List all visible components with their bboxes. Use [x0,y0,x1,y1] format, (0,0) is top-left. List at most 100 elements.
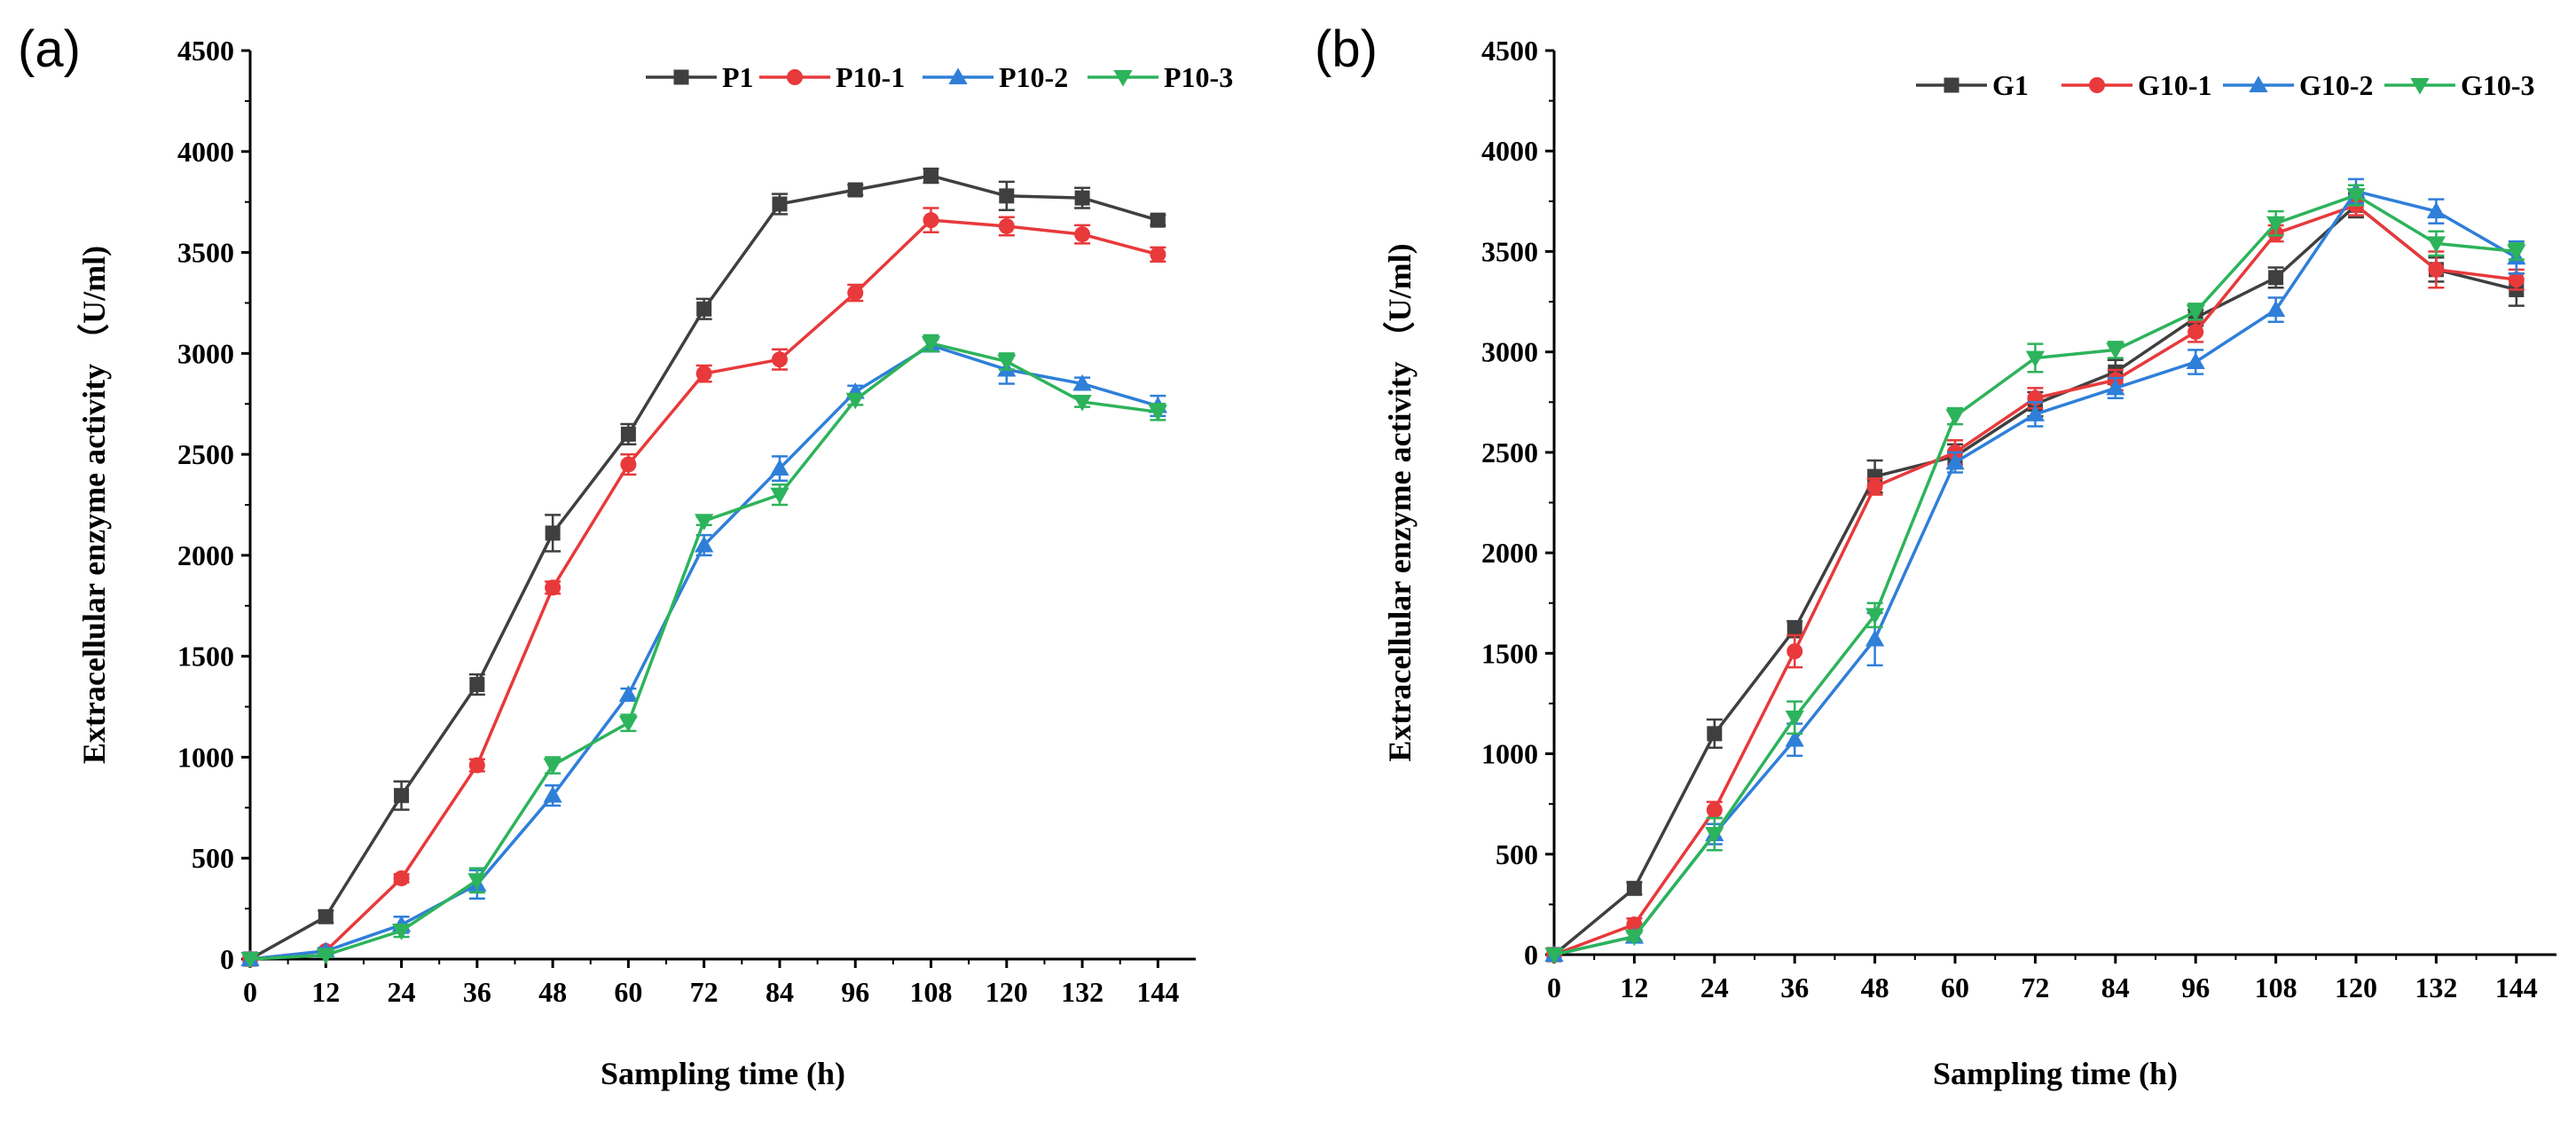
data-point [923,168,939,184]
legend-label: P10-2 [999,61,1068,93]
data-point [772,196,788,212]
data-point [1072,394,1092,412]
data-point [1785,730,1804,747]
data-point [1865,629,1885,647]
x-tick-label: 84 [2101,972,2130,1003]
y-tick-label: 500 [192,842,234,874]
data-point [998,217,1015,234]
data-point [543,758,562,775]
x-tick-label: 132 [2415,972,2457,1003]
data-point [545,525,561,541]
data-point [999,188,1015,204]
data-point [2268,270,2284,286]
x-tick-label: 24 [388,976,416,1008]
x-tick-label: 108 [2255,972,2297,1003]
x-tick-label: 72 [690,976,719,1008]
y-axis-title: Extracellular enzyme activity （U/ml) [1382,243,1418,761]
series-line [1553,193,2517,956]
series-line [249,218,1158,961]
legend-marker [2089,77,2105,93]
x-tick-label: 48 [1861,972,1889,1003]
y-tick-label: 3000 [1481,336,1538,368]
data-point [1624,929,1645,947]
x-tick-label: 72 [2021,972,2049,1003]
data-point [923,212,939,229]
y-tick-label: 4000 [177,136,234,168]
series-G1 [1546,192,2525,963]
data-point [618,715,639,733]
legend-marker [2249,75,2268,92]
data-point [393,869,410,886]
data-point [543,786,562,803]
data-point [847,182,863,198]
data-point [2426,201,2446,219]
y-tick-label: 2500 [177,438,234,470]
data-point [1544,948,1564,964]
x-tick-label: 144 [2495,972,2538,1003]
series-line [249,342,1158,961]
data-point [1150,246,1166,263]
y-tick-label: 4500 [177,35,234,67]
x-tick-label: 24 [1700,972,1729,1003]
panel-label: (b) [1315,20,1378,78]
legend-label: G10-2 [2299,69,2374,101]
legend-marker [1113,70,1133,87]
y-tick-label: 2500 [1481,437,1538,468]
data-point [316,948,335,965]
legend-marker [673,69,689,85]
series-line [1553,189,2517,956]
x-tick-label: 132 [1061,976,1103,1008]
y-tick-label: 2000 [177,539,234,571]
data-point [1150,212,1166,228]
x-axis-title: Sampling time (h) [1933,1056,2178,1091]
data-point [240,952,260,969]
data-point [620,426,636,442]
series-line [1552,203,2517,956]
legend-label: P10-1 [836,61,905,93]
series-P10-1 [242,207,1166,967]
data-point [695,535,714,553]
legend: P1 P10-1 P10-2 P10-3 [646,61,1233,93]
data-point [2508,271,2525,288]
data-point [1707,726,1723,742]
data-point [2507,244,2526,262]
panel-b: (b) 0 500 1000 1500 2000 2500 3000 3500 4000 4500 0… [1315,20,2556,1091]
x-tick-label: 120 [986,976,1028,1008]
x-tick-label: 60 [614,976,642,1008]
data-point [2266,216,2286,233]
data-point [1866,478,1883,495]
legend-label: G1 [1992,69,2029,101]
data-point [2186,304,2205,322]
legend-marker [787,69,803,85]
x-axis-title: Sampling time (h) [601,1056,845,1091]
data-point [696,301,712,317]
data-point [1148,405,1167,421]
x-tick-label: 108 [910,976,953,1008]
x-tick-label: 96 [2181,972,2210,1003]
legend-label: P10-3 [1164,61,1233,93]
data-point [2266,300,2286,318]
data-point [1945,409,1965,426]
data-point [391,924,412,940]
y-tick-label: 0 [220,943,234,975]
data-point [469,677,485,693]
y-tick-label: 1000 [177,741,234,773]
data-point [921,335,941,353]
x-tick-label: 144 [1136,976,1179,1008]
data-point [2025,350,2046,368]
legend-marker [948,67,968,84]
data-point [845,392,865,410]
data-point [2106,378,2125,396]
y-tick-label: 2000 [1481,537,1538,569]
data-point [695,366,712,382]
x-tick-label: 96 [841,976,869,1008]
data-point [1705,827,1724,844]
data-point [2025,405,2046,421]
series-P10-3 [240,334,1167,969]
data-point [770,459,789,476]
x-tick-label: 60 [1941,972,1969,1003]
data-point [1785,710,1804,728]
data-point [2426,236,2446,254]
data-point [771,351,788,368]
